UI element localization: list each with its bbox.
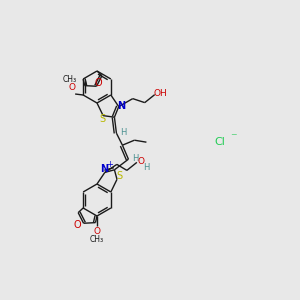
Text: O: O [74,220,81,230]
Text: H: H [132,154,139,163]
Text: O: O [94,226,100,236]
Text: +: + [106,160,113,169]
Text: N: N [117,100,125,111]
Text: CH₃: CH₃ [90,235,104,244]
Text: Cl: Cl [214,137,225,147]
Text: OH: OH [154,89,168,98]
Text: S: S [116,171,122,182]
Text: S: S [99,114,105,124]
Text: ⁻: ⁻ [230,131,236,145]
Text: CH₃: CH₃ [63,76,77,85]
Text: O: O [137,157,144,166]
Text: O: O [95,78,102,88]
Text: N: N [100,164,108,174]
Text: O: O [69,83,76,92]
Text: H: H [120,128,127,137]
Text: H: H [143,163,149,172]
